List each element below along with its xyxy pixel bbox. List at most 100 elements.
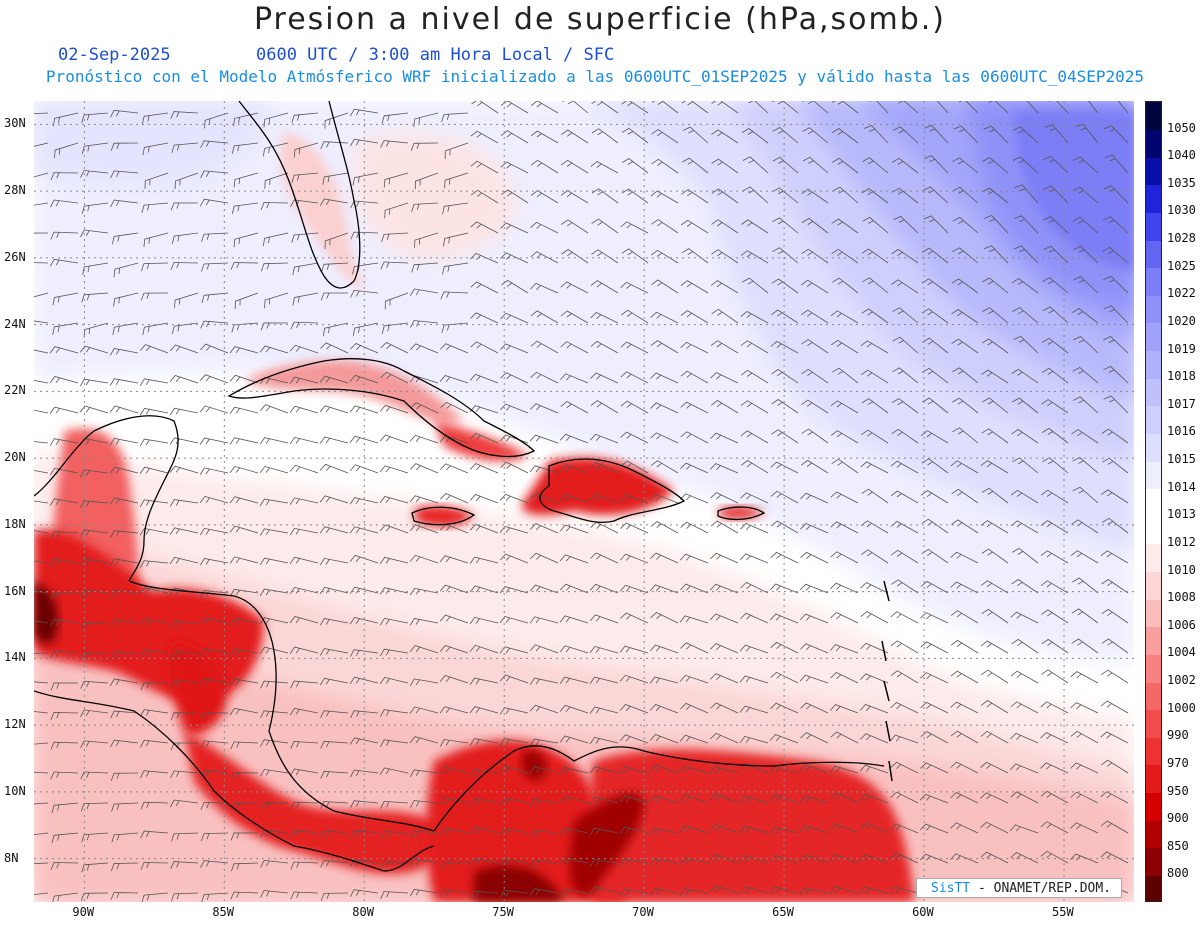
wind-barb [260,262,289,272]
wind-barb [319,495,349,504]
wind-barb [352,172,379,186]
wind-barb [891,187,919,204]
wind-barb [560,373,589,384]
colorbar-segment [1146,461,1161,490]
wind-barb [1043,245,1069,264]
wind-barb [81,142,109,155]
wind-barb [891,157,919,174]
wind-barb [682,157,709,174]
wind-barb [924,124,949,144]
wind-barb [409,888,439,897]
colorbar-segment [1146,516,1161,545]
wind-barb [381,112,409,124]
wind-barb [800,551,829,564]
wind-barb [199,527,229,536]
wind-barb [169,556,199,565]
wind-barb [832,277,859,294]
wind-barb [1010,852,1039,864]
wind-barb [379,524,409,534]
wind-barb [559,645,589,654]
wind-barb [771,429,799,444]
wind-barb [711,129,739,144]
lon-label: 65W [772,905,794,919]
wind-barb [740,340,769,354]
wind-barb [620,341,649,354]
wind-barb [983,245,1009,264]
wind-barb [34,470,49,474]
wind-barb [201,292,229,304]
wind-barb [440,463,469,474]
wind-barb [204,112,229,129]
wind-barb [54,142,79,159]
wind-barb [439,675,469,684]
wind-barb [651,219,679,234]
wind-barb [830,582,859,594]
wind-barb [650,249,679,264]
wind-barb [110,170,139,179]
wind-barb [50,199,79,208]
colorbar-label: 1006 [1167,617,1196,632]
wind-barb [34,652,49,654]
wind-barb [981,338,1009,354]
wind-barb [111,802,139,812]
wind-barb [859,793,889,804]
wind-barb [980,761,1009,774]
wind-barb [34,142,49,147]
colorbar-segment [1146,184,1161,213]
wind-barb [859,886,889,895]
wind-barb [619,704,649,714]
wind-barb [891,279,919,294]
colorbar-label: 1016 [1167,424,1196,439]
colorbar-segment [1146,405,1161,434]
wind-barb [920,641,949,654]
wind-barb [170,799,199,808]
colorbar-label: 1050 [1167,120,1196,135]
wind-barb [650,552,679,564]
wind-barb [950,460,979,474]
wind-barb [171,232,199,244]
wind-barb [591,101,619,114]
wind-barb [110,530,139,538]
wind-barb [199,467,229,475]
wind-barb [320,710,349,718]
wind-barb [291,232,319,243]
florida-pink [280,131,364,291]
wind-barb [469,585,499,594]
wind-barb [952,186,979,204]
wind-barb [950,792,979,804]
wind-barb [619,734,649,744]
wind-barb [529,616,559,624]
wind-barb [649,584,679,594]
lon-label: 75W [492,905,514,919]
wind-barb [620,460,649,474]
wind-barb [1010,732,1039,744]
wind-barb [289,616,319,624]
wind-barb [171,892,199,902]
wind-barb [1011,429,1039,444]
wind-barb [950,701,979,714]
wind-barb [110,739,139,748]
wind-barb [982,307,1009,324]
wind-barb [320,342,349,354]
wind-barb [860,733,889,744]
wind-barb [529,888,559,896]
lat-label: 24N [4,316,26,331]
wind-barb [710,432,739,444]
wind-barb [710,702,739,714]
wind-barb [229,556,259,564]
lat-label: 12N [4,717,26,732]
wind-barb [769,734,799,744]
wind-barb [801,309,829,324]
wind-barb [440,861,469,870]
wind-barb [409,645,439,654]
wind-barb [1072,367,1099,384]
wind-barb [952,157,979,174]
wind-barb [890,823,919,834]
wind-barb [679,794,709,804]
wind-barb [981,608,1009,624]
branding-box: SisTT - ONAMET/REP.DOM. [916,878,1122,898]
wind-barb [770,641,799,654]
wind-barb [958,101,979,114]
wind-barb [679,734,709,744]
wind-barb [349,737,379,745]
